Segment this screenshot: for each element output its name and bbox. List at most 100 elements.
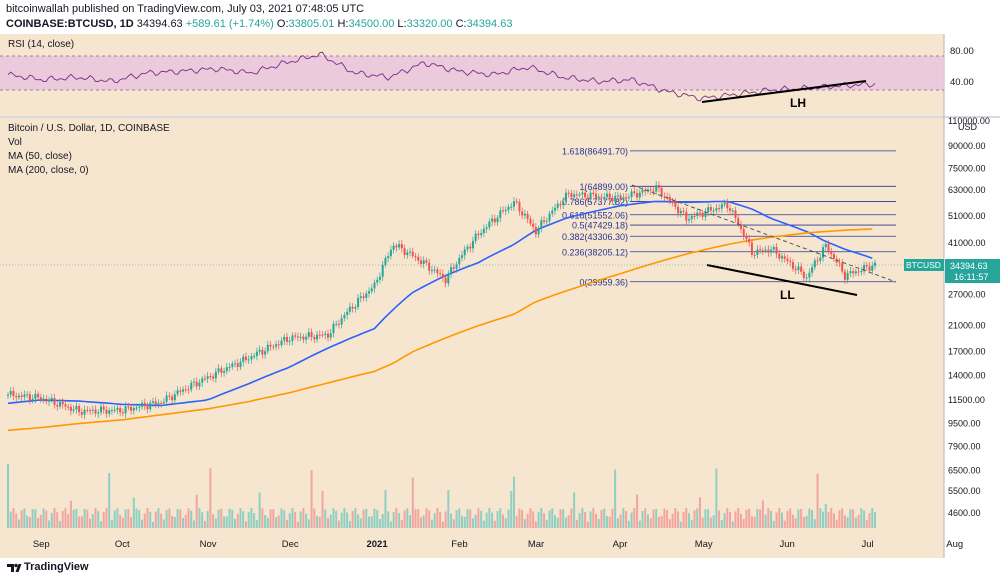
volume-bar [813, 519, 816, 528]
candle-body [121, 412, 124, 414]
legend-title: Bitcoin / U.S. Dollar, 1D, COINBASE [8, 123, 170, 134]
candle-body [53, 398, 56, 406]
candle-body [469, 246, 472, 249]
volume-bar [682, 511, 685, 528]
volume-bar [212, 514, 215, 528]
symbol-label[interactable]: COINBASE:BTCUSD, 1D [6, 18, 134, 30]
volume-bar [105, 508, 108, 528]
candle-body [570, 193, 573, 198]
volume-bar [523, 519, 526, 528]
candle-body [849, 271, 852, 274]
candle-body [775, 246, 778, 254]
volume-bar [244, 521, 247, 528]
volume-bar [761, 500, 764, 528]
volume-bar [89, 518, 92, 528]
candle-body [761, 250, 764, 252]
candle-body [313, 337, 316, 340]
price-chart[interactable]: RSI (14, close) 80.00 40.00 LH 1.618(864… [0, 34, 1000, 558]
volume-bar [346, 512, 349, 528]
volume-bar [291, 508, 294, 528]
time-axis[interactable]: Sep Oct Nov Dec 2021 Feb Mar Apr May Jun Jul Aug [33, 539, 963, 550]
price-trendline-resistance[interactable] [631, 184, 897, 283]
volume-bar [633, 508, 636, 528]
candle-body [863, 265, 866, 272]
time-axis-tick: Sep [33, 539, 50, 550]
volume-bar [436, 508, 439, 528]
volume-bar [78, 516, 81, 528]
volume-bar [690, 519, 693, 528]
candle-body [663, 196, 666, 198]
volume-bar [742, 518, 745, 528]
rsi-trendline[interactable] [701, 80, 867, 103]
candle-body [444, 277, 447, 284]
candle-body [346, 311, 349, 316]
price-axis[interactable]: 110000.00 90000.00 75000.00 63000.00 51000.0… [948, 116, 990, 518]
volume-bar [545, 519, 548, 528]
time-axis-tick: May [695, 539, 713, 550]
legend-vol: Vol [8, 137, 22, 148]
candle-body [595, 193, 598, 199]
volume-bar [321, 490, 324, 528]
volume-bar [638, 520, 641, 528]
candle-body [381, 264, 384, 277]
volume-bar [827, 511, 830, 528]
candle-body [247, 359, 250, 361]
volume-bar [250, 508, 253, 528]
candle-body [61, 401, 64, 405]
volume-bar [554, 515, 556, 528]
volume-bar [324, 509, 327, 528]
candle-body [871, 265, 874, 271]
volume-bar [75, 508, 78, 528]
volume-bar [608, 516, 611, 528]
candle-body [206, 376, 209, 379]
candle-body [671, 200, 674, 203]
volume-bar [791, 514, 794, 528]
candle-body [146, 406, 149, 410]
candle-body [668, 196, 671, 201]
candle-body [701, 212, 704, 217]
candle-body [214, 371, 217, 379]
volume-bar [794, 518, 797, 528]
volume-bar [31, 509, 34, 528]
volume-bar [132, 497, 135, 528]
candle-body [272, 346, 275, 348]
price-change: +589.61 (+1.74%) [185, 18, 274, 30]
candle-body [78, 406, 81, 413]
candle-body [387, 256, 390, 259]
candle-body [578, 194, 581, 196]
volume-bar [253, 513, 256, 528]
candle-body [802, 271, 805, 278]
time-axis-tick: Dec [282, 539, 299, 550]
volume-bar [151, 521, 154, 528]
candle-body [471, 240, 474, 249]
price-trendline-support[interactable] [706, 264, 858, 296]
candle-body [597, 196, 600, 199]
candle-body [72, 409, 75, 411]
fibonacci-retracement[interactable]: 1.618(86491.70) 1(64899.00) 0.786(57377.82… [562, 146, 896, 287]
volume-bar [389, 521, 392, 528]
volume-bar [461, 515, 464, 528]
volume-bar [239, 508, 242, 528]
price-axis-tick: 7900.00 [948, 441, 981, 451]
volume-bar [614, 469, 617, 528]
volume-bar [165, 510, 168, 528]
candle-body [250, 356, 253, 360]
candle-body [466, 246, 469, 250]
candle-body [750, 242, 753, 255]
candle-body [461, 255, 464, 258]
candle-body [600, 196, 603, 198]
volume-bar [586, 521, 589, 528]
volume-bar [529, 508, 532, 528]
volume-bar [135, 508, 138, 528]
volume-bar [428, 510, 431, 528]
candle-body [192, 381, 195, 383]
volume-bar [832, 513, 835, 528]
volume-bar [526, 513, 529, 528]
candle-body [608, 193, 611, 198]
candle-body [157, 402, 160, 405]
candle-body [619, 195, 622, 200]
rsi-line [7, 51, 876, 102]
volume-bar [447, 490, 450, 528]
candle-body [627, 197, 630, 199]
candle-body [589, 192, 592, 199]
